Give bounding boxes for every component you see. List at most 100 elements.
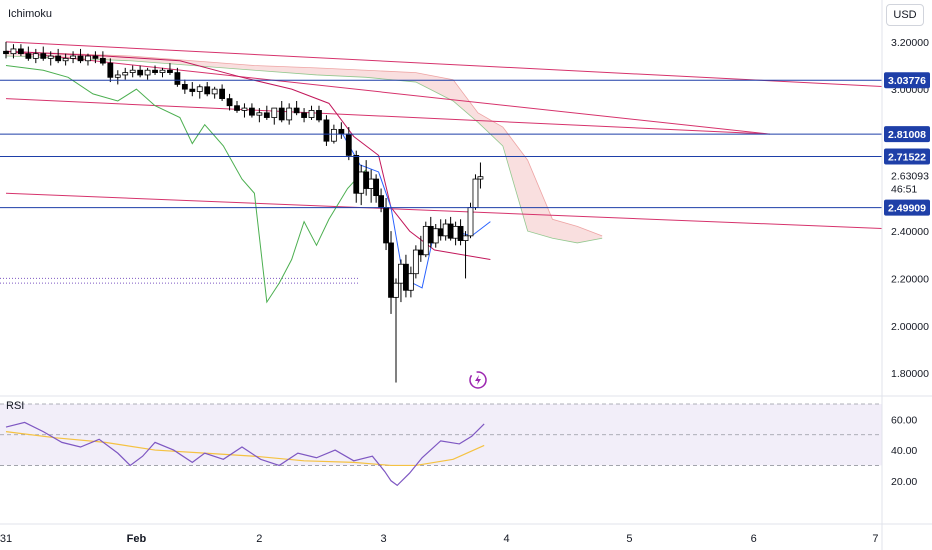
level-label: 3.03776 xyxy=(888,75,926,87)
level-label: 2.49909 xyxy=(888,203,926,215)
level-label-box xyxy=(884,126,930,143)
candle-body xyxy=(99,57,106,64)
candle-body xyxy=(249,107,255,116)
candle-body xyxy=(373,178,380,197)
level-label-box xyxy=(884,72,930,89)
lightning-icon-ring xyxy=(469,371,487,389)
main-plot xyxy=(0,41,882,383)
rsi-tick: 60.00 xyxy=(891,414,917,426)
candle-body xyxy=(467,207,474,237)
rsi-label: RSI xyxy=(6,400,25,412)
candle-body xyxy=(447,223,454,239)
candle-body xyxy=(457,225,464,241)
price-tick: 2.20000 xyxy=(891,273,929,285)
candle-body xyxy=(345,133,352,156)
level-label-box xyxy=(884,199,930,216)
candle-body xyxy=(77,55,84,62)
candle-body xyxy=(417,249,424,256)
candle-body xyxy=(278,107,285,121)
chikou-span xyxy=(5,64,367,304)
time-tick: 31 xyxy=(0,533,12,545)
price-tick: 2.00000 xyxy=(891,321,929,333)
candle-body xyxy=(432,228,439,244)
candle-body xyxy=(437,228,444,237)
candle-body xyxy=(226,98,233,107)
rsi-tick: 40.00 xyxy=(891,445,917,457)
candle-body xyxy=(301,112,307,118)
candle-body xyxy=(92,55,99,59)
candle-body xyxy=(358,171,365,194)
candle-body xyxy=(330,128,337,142)
time-tick: 3 xyxy=(381,533,387,545)
candle-body xyxy=(167,69,173,73)
candle-body xyxy=(152,69,158,73)
candle-body xyxy=(407,273,414,291)
candle-body xyxy=(353,154,360,194)
indicator-label: Ichimoku xyxy=(8,8,53,20)
candle-body xyxy=(159,69,166,73)
candle-body xyxy=(316,110,322,121)
candle-body xyxy=(204,86,211,95)
senkou-span-b xyxy=(5,50,603,237)
trend-line xyxy=(5,98,770,135)
candle-body xyxy=(219,88,226,100)
candle-body xyxy=(196,86,203,92)
candle-body xyxy=(393,282,399,298)
candle-body xyxy=(462,235,469,241)
candle-body xyxy=(181,84,188,90)
candle-body xyxy=(3,50,9,55)
candle-body xyxy=(211,88,218,95)
candle-body xyxy=(398,263,404,284)
candle-body xyxy=(472,178,479,208)
price-tick: 1.80000 xyxy=(891,368,929,380)
kijun-sen xyxy=(5,50,491,260)
candle-body xyxy=(256,112,263,116)
candle-body xyxy=(378,195,384,208)
candle-body xyxy=(452,225,459,239)
time-tick: 4 xyxy=(503,533,509,545)
currency-label: USD xyxy=(893,9,917,21)
countdown-label: 46:51 xyxy=(891,183,917,195)
candle-body xyxy=(129,69,136,73)
candle-body xyxy=(422,225,429,256)
rsi-ma-line xyxy=(5,431,485,467)
lightning-icon xyxy=(469,371,487,389)
level-label-box xyxy=(884,148,930,165)
candle-body xyxy=(18,48,24,55)
candle-body xyxy=(363,171,370,189)
candle-body xyxy=(338,128,345,135)
candle-body xyxy=(388,242,394,298)
time-tick: 2 xyxy=(256,533,262,545)
candle-body xyxy=(174,72,181,85)
candle-body xyxy=(114,74,121,78)
lightning-icon-bolt xyxy=(475,375,481,385)
currency-box[interactable]: USD xyxy=(886,4,924,26)
candle-body xyxy=(137,69,144,76)
level-label: 2.81008 xyxy=(888,129,926,141)
candle-body xyxy=(368,178,375,189)
ichimoku-cloud xyxy=(6,51,603,243)
candle-body xyxy=(144,69,151,76)
candle-body xyxy=(40,53,47,59)
time-tick: Feb xyxy=(127,533,147,545)
candle-body xyxy=(70,55,76,59)
candle-body xyxy=(107,62,114,78)
price-tick: 2.40000 xyxy=(891,226,929,238)
candle-body xyxy=(403,263,409,291)
candle-body xyxy=(55,55,62,62)
rsi-tick: 20.00 xyxy=(891,476,917,488)
candle-body xyxy=(62,57,69,62)
candle-body xyxy=(412,249,419,275)
level-label: 2.71522 xyxy=(888,152,926,164)
candle-body xyxy=(263,112,270,118)
candle-body xyxy=(271,107,278,118)
price-tick: 3.20000 xyxy=(891,37,929,49)
candle-body xyxy=(323,119,330,142)
candle-body xyxy=(308,110,315,118)
senkou-span-a xyxy=(5,55,603,244)
candle-body xyxy=(47,55,54,59)
candle-body xyxy=(85,55,91,62)
candle-body xyxy=(234,105,240,111)
candle-body xyxy=(383,207,389,244)
